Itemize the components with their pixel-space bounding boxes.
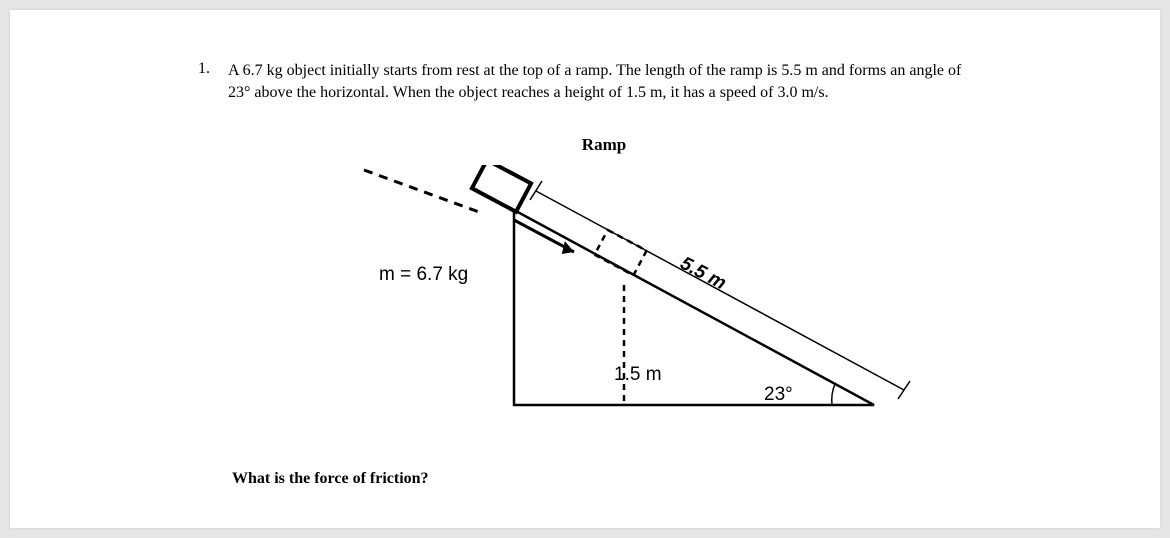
ramp-length-label: 5.5 m xyxy=(677,253,730,294)
problem-block: 1. A 6.7 kg object initially starts from… xyxy=(190,60,980,455)
ramp-triangle xyxy=(514,210,874,405)
problem-content: A 6.7 kg object initially starts from re… xyxy=(228,60,980,455)
motion-trail xyxy=(364,170,479,212)
document-page: 1. A 6.7 kg object initially starts from… xyxy=(10,10,1160,528)
diagram-container: 23° 1.5 m xyxy=(228,165,980,445)
angle-arc xyxy=(832,384,835,405)
angle-label: 23° xyxy=(764,384,793,405)
diagram-title: Ramp xyxy=(228,135,980,155)
object-top xyxy=(472,165,531,212)
height-label: 1.5 m xyxy=(614,364,662,385)
question-text: What is the force of friction? xyxy=(232,470,980,488)
ramp-diagram: 23° 1.5 m xyxy=(284,165,924,445)
problem-statement: A 6.7 kg object initially starts from re… xyxy=(228,60,980,105)
mass-label: m = 6.7 kg xyxy=(379,264,468,285)
problem-number: 1. xyxy=(190,60,210,78)
